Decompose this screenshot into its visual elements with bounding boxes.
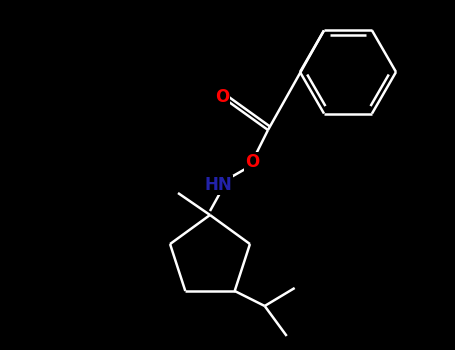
Text: HN: HN: [204, 176, 232, 194]
Text: O: O: [215, 88, 229, 106]
Text: O: O: [245, 153, 259, 171]
